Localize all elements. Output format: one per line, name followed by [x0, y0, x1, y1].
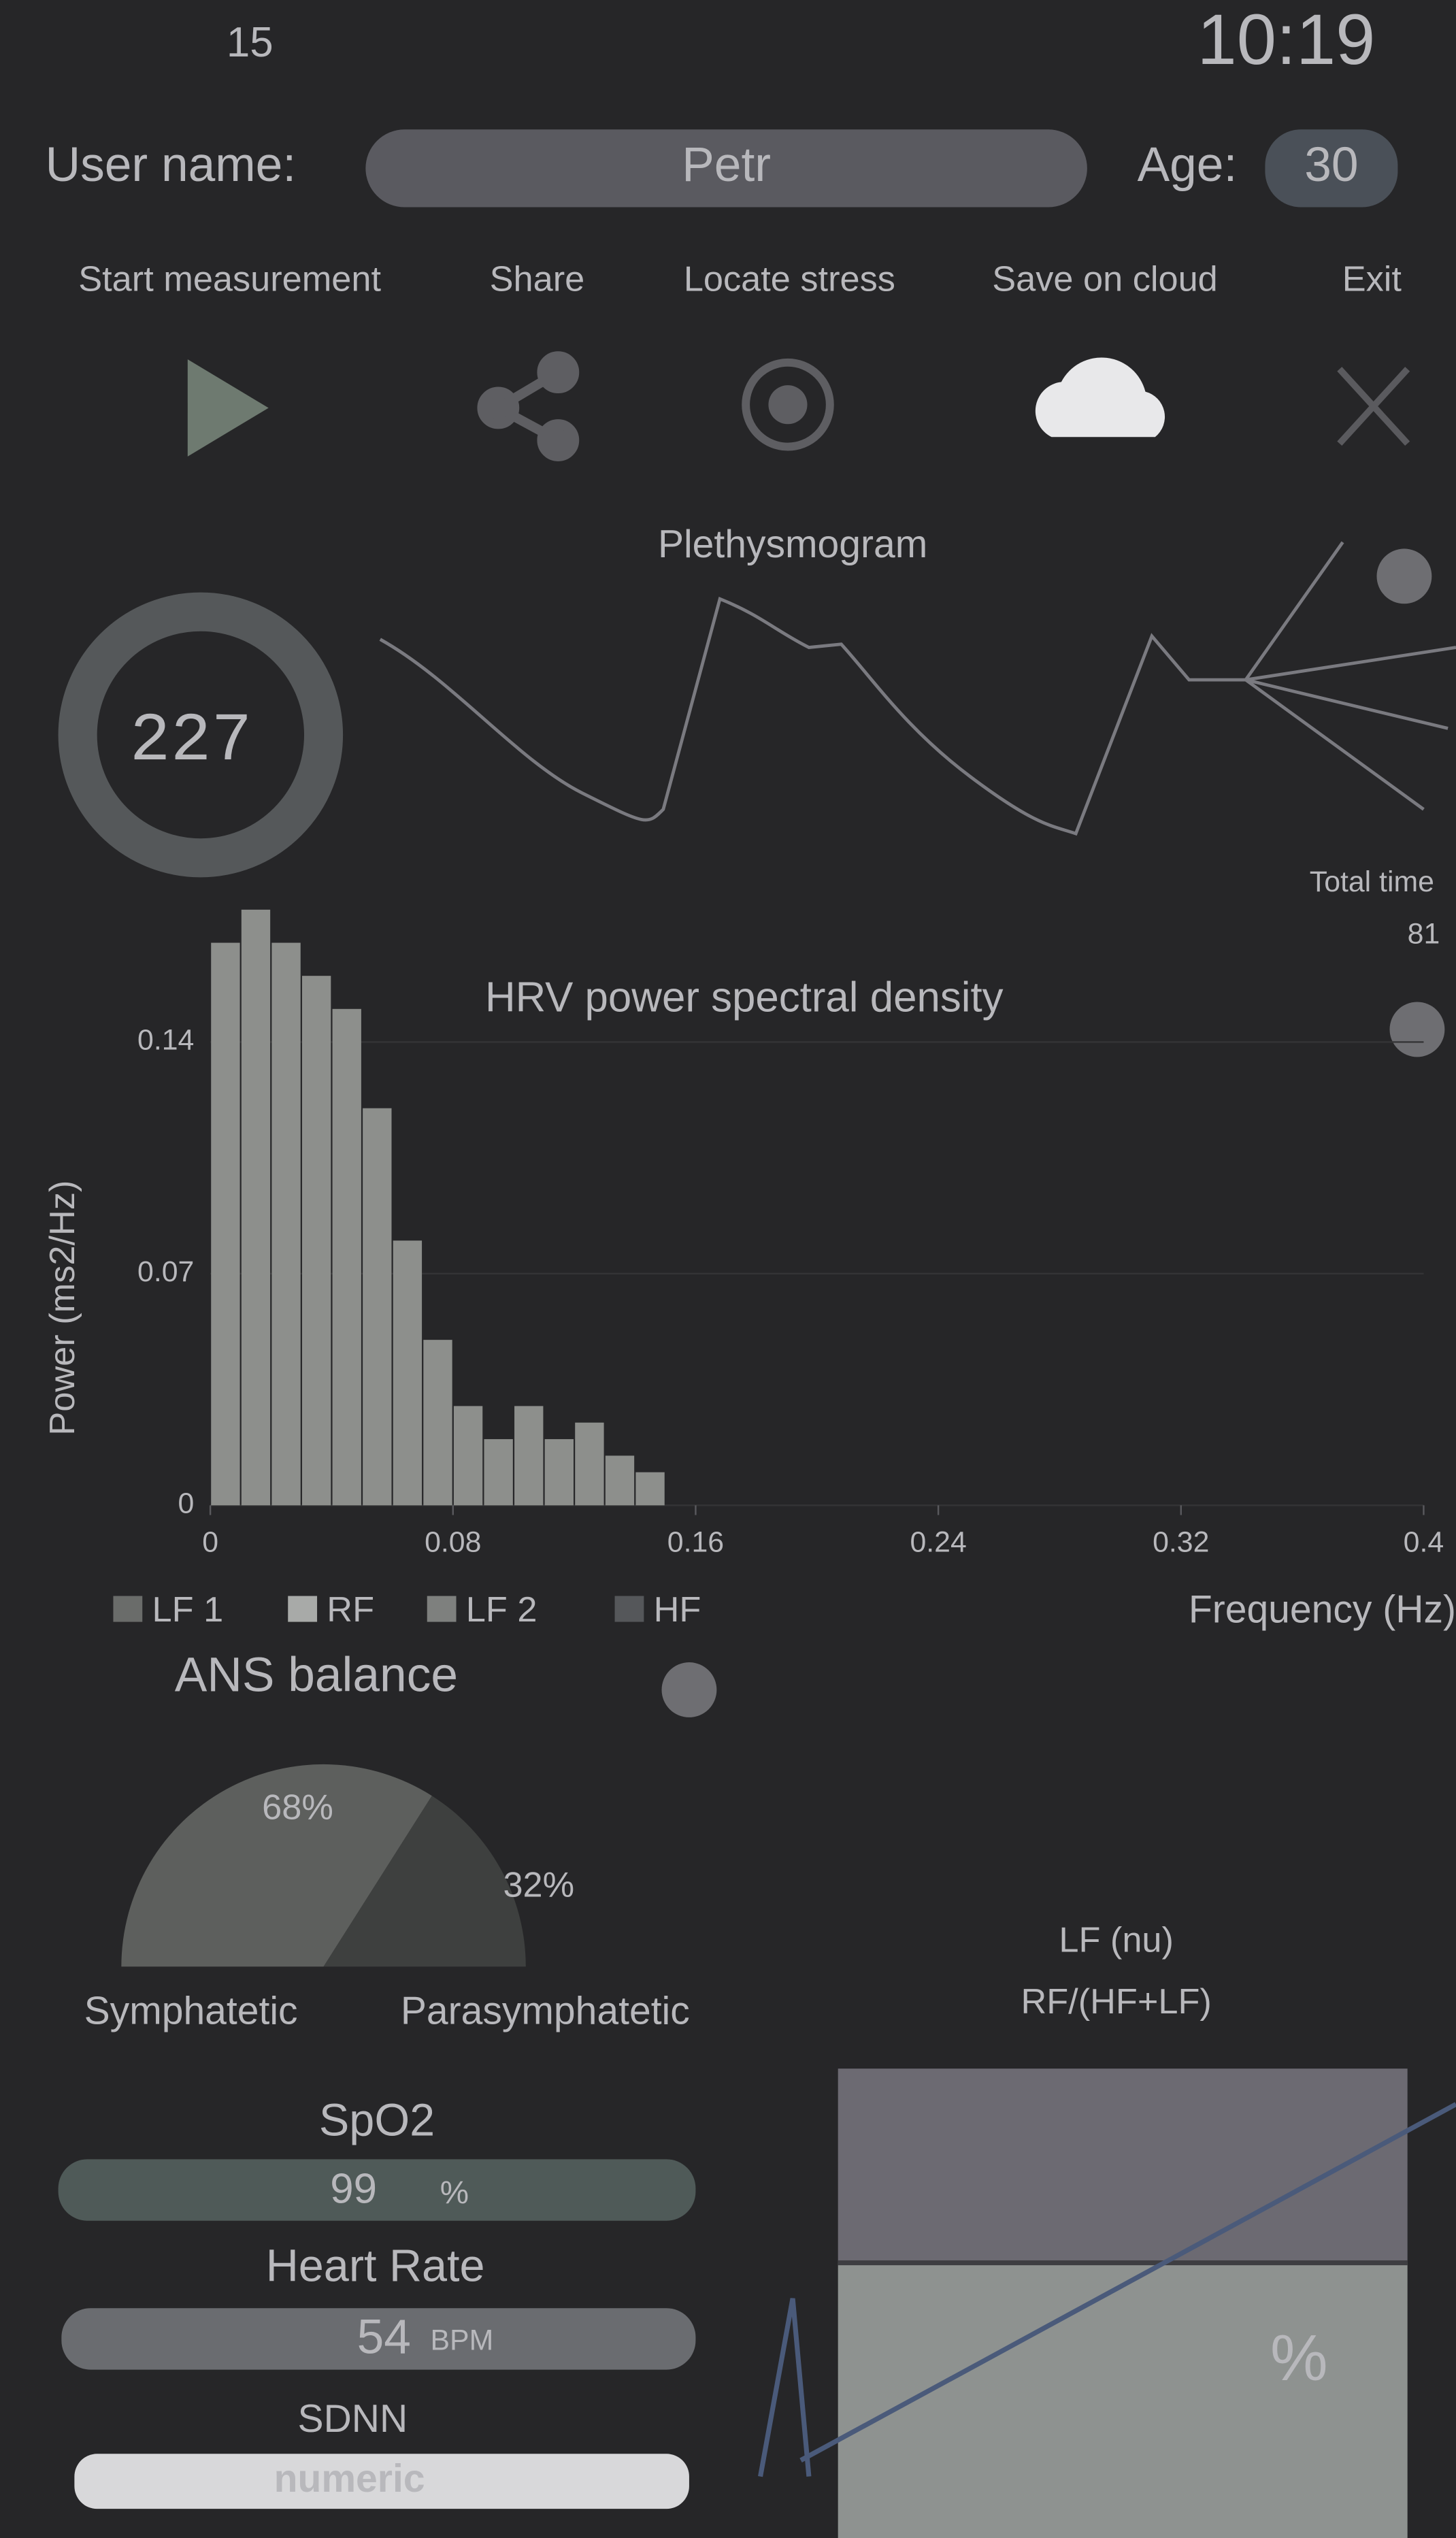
- ans-label: Symphatetic: [84, 1989, 298, 2032]
- name-value: Petr: [682, 137, 771, 192]
- bar: [363, 1108, 391, 1506]
- bar: [635, 1472, 664, 1506]
- hr-label: Heart Rate: [266, 2241, 485, 2292]
- bar: [242, 910, 270, 1505]
- info-icon[interactable]: [662, 1662, 717, 1717]
- legend-swatch: [615, 1596, 644, 1622]
- legend-label: LF 1: [152, 1590, 224, 1630]
- bar: [302, 976, 331, 1505]
- spo2-label: SpO2: [319, 2096, 435, 2146]
- menu-label[interactable]: Share: [490, 260, 585, 299]
- hr-value: 54: [357, 2310, 411, 2364]
- lf-plot-bottom: [838, 2263, 1408, 2538]
- legend-label: LF 2: [466, 1590, 537, 1630]
- bar: [211, 943, 239, 1506]
- legend-swatch: [427, 1596, 457, 1622]
- legend-label: HF: [654, 1590, 701, 1630]
- bar: [575, 1423, 603, 1506]
- x-tick-label: 0.32: [1153, 1526, 1209, 1559]
- menu-label[interactable]: Save on cloud: [992, 260, 1217, 299]
- bar: [333, 1009, 361, 1506]
- bar: [484, 1439, 512, 1505]
- bar: [393, 1240, 422, 1505]
- gauge-value: 227: [130, 703, 252, 780]
- sdnn-value: numeric: [274, 2457, 425, 2501]
- total-time-label: Total time: [1310, 866, 1434, 898]
- legend-swatch: [288, 1596, 317, 1622]
- age-value: 30: [1304, 137, 1358, 192]
- lf-title: LF (nu): [1059, 1920, 1174, 1960]
- spo2-unit: %: [440, 2175, 469, 2211]
- name-label: User name:: [46, 137, 297, 192]
- y-tick-label: 0.07: [137, 1255, 194, 1288]
- bar: [454, 1406, 482, 1505]
- value-label: 68%: [262, 1787, 333, 1827]
- x-tick-label: 0.16: [667, 1526, 724, 1559]
- total-time-value: 81: [1408, 917, 1440, 950]
- menu-label[interactable]: Exit: [1342, 260, 1402, 299]
- chart-title: HRV power spectral density: [485, 974, 1004, 1021]
- x-axis-label: Frequency (Hz): [1189, 1587, 1456, 1631]
- value-label: 32%: [503, 1866, 574, 1905]
- menu-label[interactable]: Start measurement: [78, 260, 381, 299]
- lf-unit: %: [1270, 2322, 1328, 2394]
- section-title: Plethysmogram: [658, 523, 927, 566]
- x-tick-label: 0.4: [1404, 1526, 1444, 1559]
- section-title: ANS balance: [175, 1648, 458, 1702]
- info-icon[interactable]: [1376, 548, 1432, 604]
- hr-unit: BPM: [430, 2324, 493, 2356]
- screen: 15 10:19 User name: Petr Age: 30 Start m…: [0, 0, 1456, 2538]
- bar: [606, 1455, 634, 1505]
- age-label: Age:: [1138, 137, 1238, 192]
- bar: [514, 1406, 543, 1505]
- status-notification: 15: [227, 19, 274, 66]
- x-tick-label: 0.24: [910, 1526, 966, 1559]
- bar: [271, 943, 300, 1506]
- x-tick-label: 0.08: [425, 1526, 481, 1559]
- page: {"status_bar":{"notification":"15","time…: [0, 0, 1456, 2538]
- ans-label: Parasymphatetic: [401, 1989, 690, 2032]
- spo2-value: 99: [330, 2165, 377, 2212]
- menu-label[interactable]: Locate stress: [684, 260, 895, 299]
- lf-formula: RF/(HF+LF): [1021, 1982, 1211, 2022]
- legend-swatch: [113, 1596, 142, 1622]
- x-tick-label: 0: [202, 1526, 218, 1559]
- info-icon[interactable]: [1390, 1002, 1445, 1057]
- legend-label: RF: [327, 1590, 374, 1630]
- status-time: 10:19: [1197, 0, 1376, 80]
- y-tick-label: 0.14: [137, 1024, 194, 1057]
- bar: [545, 1439, 574, 1505]
- sdnn-label: SDNN: [298, 2397, 408, 2441]
- y-tick-label: 0: [178, 1487, 195, 1520]
- lf-plot-top: [838, 2069, 1408, 2262]
- y-axis-label: Power (ms2/Hz): [43, 1181, 82, 1436]
- bar: [423, 1340, 452, 1505]
